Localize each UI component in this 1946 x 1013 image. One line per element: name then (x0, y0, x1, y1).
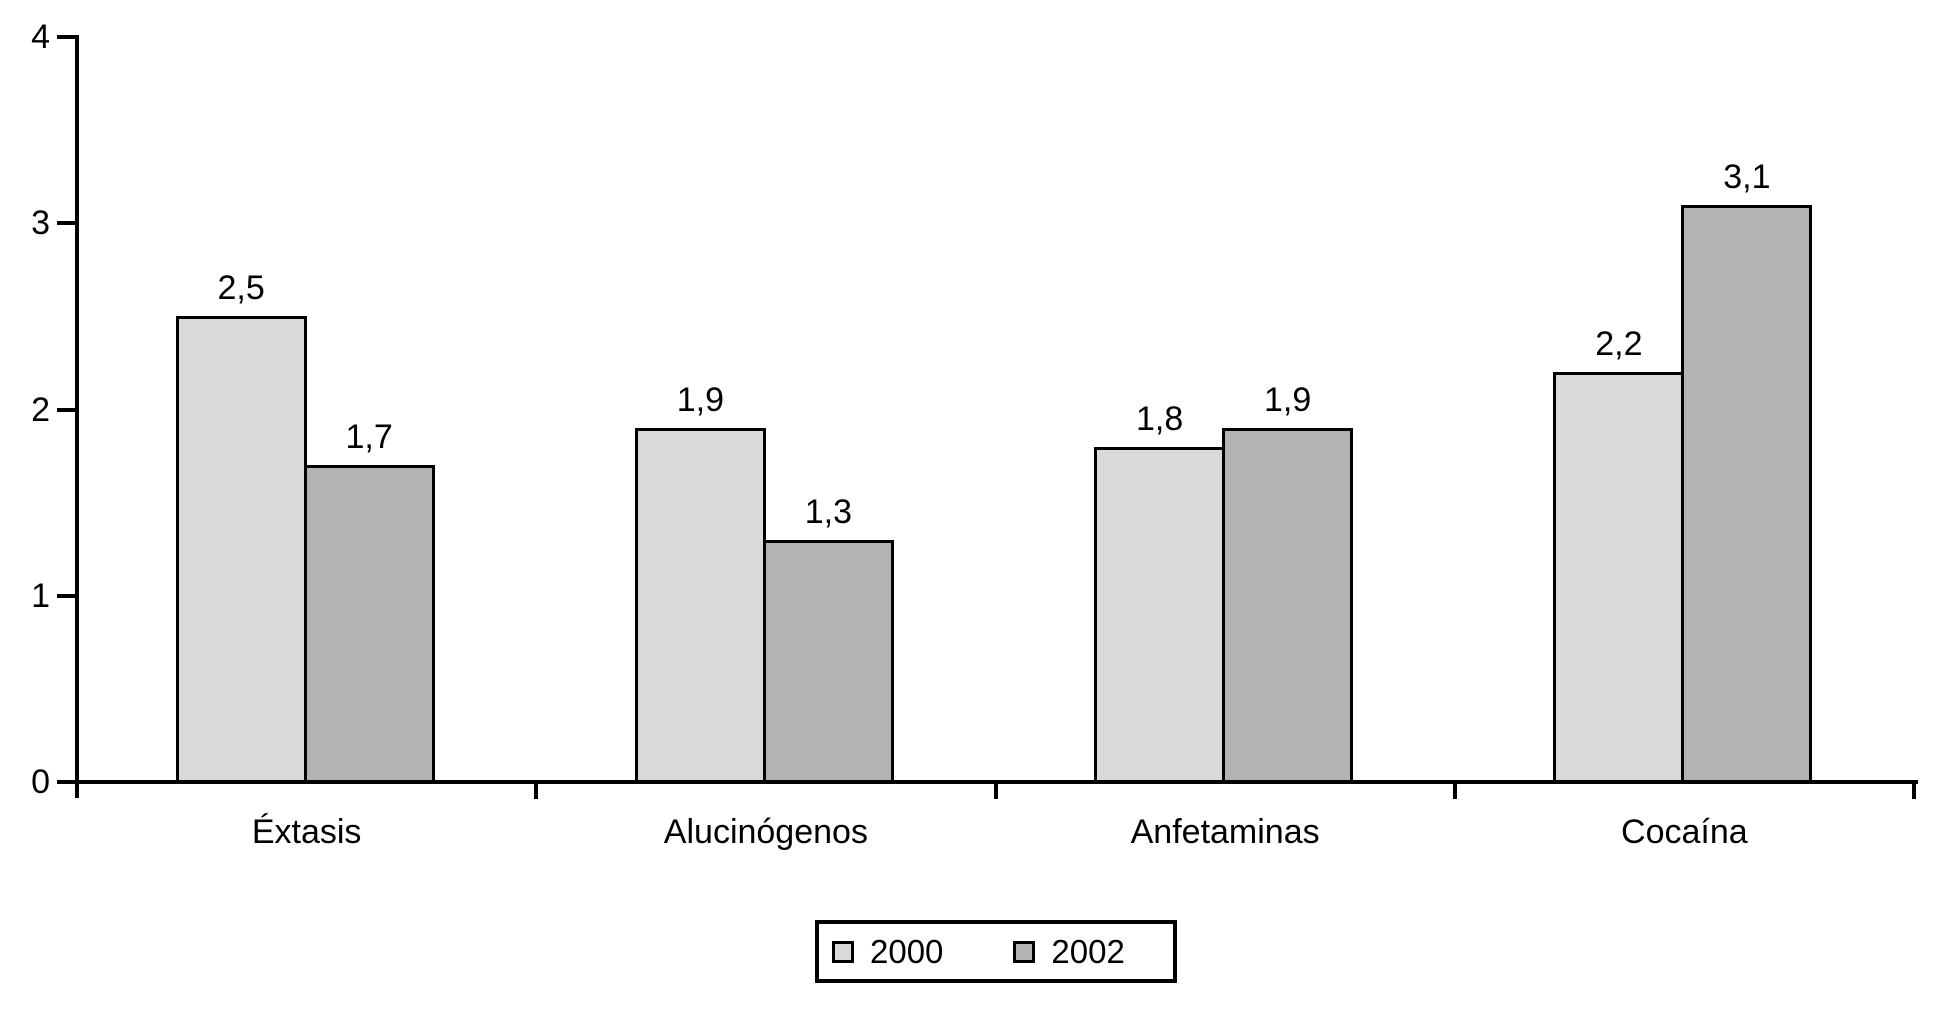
legend-item: 2000 (832, 935, 943, 968)
bar-value-label: 1,9 (1263, 381, 1312, 420)
bar (1553, 372, 1685, 784)
y-axis-tick (57, 407, 77, 412)
y-axis-tick (57, 780, 77, 784)
bar-value-label: 1,7 (345, 418, 393, 457)
bar-value-label: 1,3 (804, 492, 852, 531)
bar (175, 316, 307, 784)
x-axis-tick (993, 784, 998, 799)
legend-label: 2000 (870, 933, 944, 970)
bar-value-label: 2,2 (1595, 325, 1643, 364)
category-label: Anfetaminas (1130, 813, 1320, 851)
y-axis-tick (57, 35, 77, 39)
x-axis-tick (1912, 784, 1916, 799)
category-label: Cocaína (1621, 813, 1748, 851)
legend-label: 2002 (1051, 933, 1125, 970)
bar (1222, 428, 1354, 784)
legend-swatch (832, 940, 854, 963)
category-label: Alucinógenos (663, 813, 868, 851)
x-axis-tick (534, 784, 539, 799)
y-axis-tick (57, 593, 77, 598)
y-axis-line (75, 35, 79, 798)
legend-item: 2002 (1013, 933, 1125, 970)
legend: 2000 2002 (815, 920, 1177, 983)
bar (303, 465, 435, 784)
y-axis-tick (57, 221, 77, 226)
category-label: Éxtasis (251, 813, 362, 851)
legend-swatch (1013, 940, 1036, 963)
bar (634, 428, 766, 784)
bar-value-label: 1,9 (676, 381, 724, 420)
x-axis-tick (1452, 784, 1457, 799)
y-axis-tick-label: 2 (31, 390, 50, 429)
bar-value-label: 3,1 (1723, 157, 1771, 196)
bar (762, 539, 894, 784)
y-axis-tick-label: 4 (31, 18, 50, 56)
x-axis-line (75, 780, 1918, 784)
y-axis-tick-label: 3 (31, 204, 50, 243)
bar-value-label: 1,8 (1135, 399, 1184, 438)
y-axis-tick-label: 1 (31, 576, 50, 615)
bar (1681, 204, 1813, 784)
bar (1094, 446, 1226, 784)
bar-value-label: 2,5 (217, 269, 265, 308)
y-axis-tick-label: 0 (31, 763, 50, 801)
